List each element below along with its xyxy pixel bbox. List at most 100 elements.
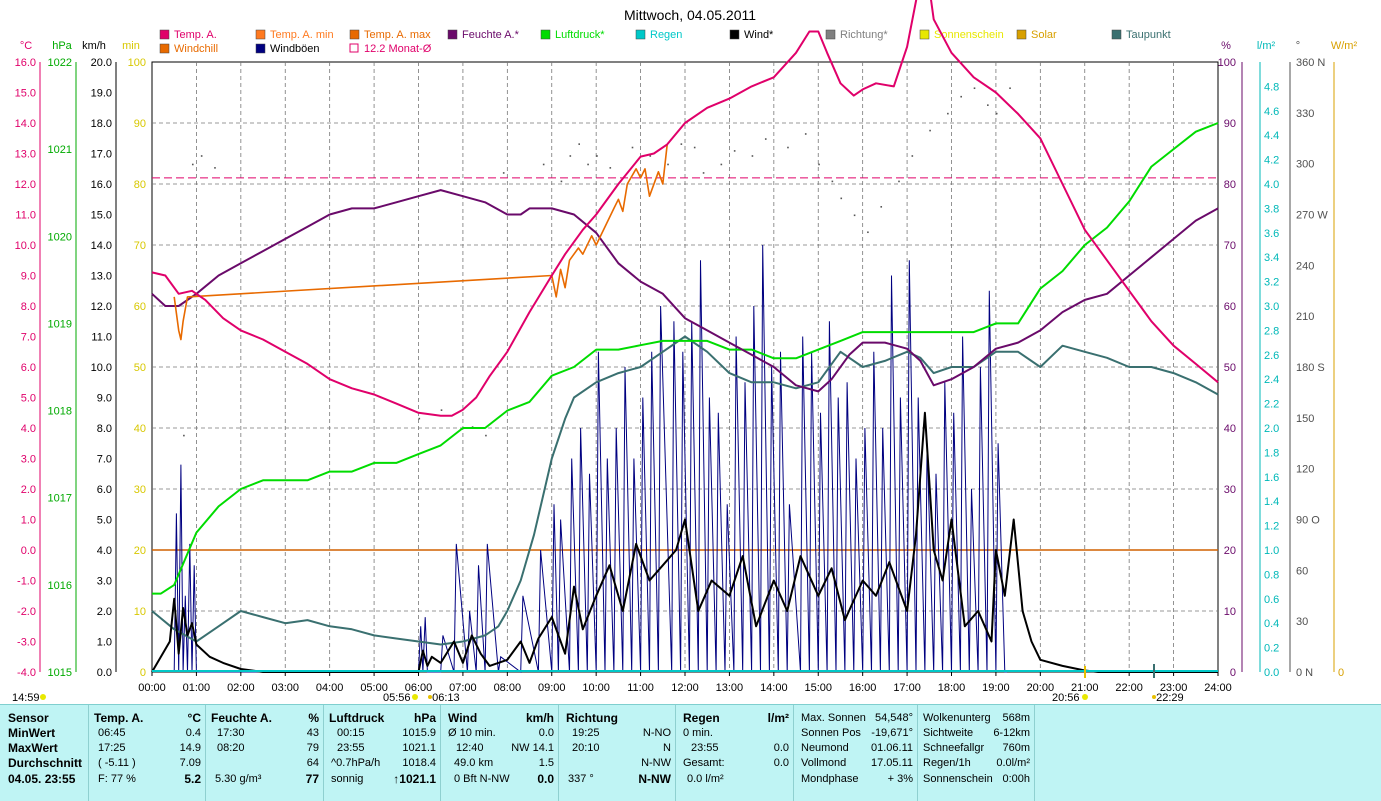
dir-current-extra: 337 ° [568,773,594,785]
grid [152,62,1218,672]
axis-unit: ° [1296,40,1300,52]
press-max-val: 1021.1 [402,742,436,754]
tick-label: 4.0 [21,423,36,435]
tick-label: 12.0 [91,301,112,313]
tick-label: 10.0 [15,240,36,252]
tick-label: 30 [1224,484,1236,496]
misc-value-1: 6-12km [993,727,1030,739]
legend-label: Temp. A. min [270,29,334,41]
dir-r1-val: N-NO [642,727,671,739]
direction-point [542,163,545,166]
temp-max-time: 17:25 [98,742,126,754]
tick-label: 3.0 [1264,301,1279,313]
moon-icon [1152,695,1156,699]
stats-col-rain: Regen l/m² 0 min. 23:55 0.0 Gesamt: 0.0 0.0… [675,705,794,801]
stats-col-astro: Max. Sonnen 54,548° Sonnen Pos -19,671° Ne… [793,705,918,801]
axis-units: °C hPa km/h min% l/m² ° W/m² [20,40,1358,52]
direction-point [418,417,421,420]
hum-max-time: 08:20 [217,742,245,754]
tick-label: 1.2 [1264,521,1279,533]
tick-label: 3.4 [1264,252,1279,264]
press-avg-val: 1018.4 [402,757,436,769]
tick-label: 1021 [48,144,72,156]
astro-label-4: Mondphase [801,773,859,785]
direction-point [693,146,696,149]
direction-point [680,143,683,145]
x-tick-label: 05:00 [360,682,388,694]
hum-current-val: 77 [305,772,319,786]
x-tick-label: 17:00 [893,682,921,694]
hum-max-val: 79 [306,742,319,754]
direction-point [818,163,820,166]
direction-point [733,150,736,152]
direction-point [609,167,612,169]
press-header: Luftdruck [329,711,385,725]
direction-point [987,104,989,106]
x-tick-label: 06:00 [405,682,433,694]
x-tick-label: 19:00 [982,682,1010,694]
direction-point [995,112,998,115]
direction-point [867,231,869,234]
maxwert-label: MaxWert [8,741,58,755]
tick-label: 90 [1224,118,1236,130]
wind-r1-val: 0.0 [538,727,554,739]
astro-value-4: + 3% [887,773,913,785]
tick-label: 0 N [1296,667,1313,679]
astro-value-2: 01.06.11 [870,742,913,754]
direction-point [596,155,598,157]
wind-current-val: 0.0 [537,772,554,786]
axis-unit: min [122,40,140,52]
legend-swatch [825,29,836,40]
tick-label: 11.0 [15,210,36,222]
x-tick-label: 20:00 [1027,682,1055,694]
tick-label: 5.0 [97,515,112,527]
legend-swatch [349,43,359,53]
tick-label: 19.0 [91,88,112,100]
tick-label: 1.0 [1264,545,1279,557]
wind-r1-label: Ø 10 min. [448,727,496,739]
legend-swatch [919,29,930,40]
tick-label: 8.0 [97,423,112,435]
legend: Temp. A. Temp. A. min Temp. A. max Feuchte … [159,29,1171,55]
legend-label: Sonnenschein [934,29,1004,41]
direction-point [764,138,767,140]
tick-label: 90 [134,118,146,130]
direction-point [911,155,914,157]
press-unit: hPa [413,711,436,725]
x-tick-label: 12:00 [671,682,699,694]
wind-r3-val: 1.5 [538,757,554,769]
x-tick-label: 04:00 [316,682,344,694]
misc-label-1: Sichtweite [923,727,974,739]
astro-value-3: 17.05.11 [870,757,913,769]
sensor-header: Sensor [8,711,49,725]
rain-r2-val: 0.0 [773,742,789,754]
temp-header: Temp. A. [94,711,144,725]
direction-point [560,180,563,183]
legend-swatch [255,43,266,54]
sun-icon [428,695,432,699]
tick-label: 0.0 [21,545,36,557]
tick-label: -1.0 [17,576,36,588]
legend-label: Windböen [270,43,320,55]
stats-col-wind: Wind km/h Ø 10 min. 0.0 12:40 NW 14.1 49.0 … [440,705,559,801]
direction-point [440,409,443,411]
tick-label: 16.0 [91,179,112,191]
x-tick-label: 14:00 [760,682,788,694]
tick-label: 0.4 [1264,618,1279,630]
series [151,0,1219,673]
stats-col-misc: Wolkenunterg 568m Sichtweite 6-12km Schnee… [917,705,1035,801]
rain-r1-label: 0 min. [683,727,713,739]
legend-label: Temp. A. max [364,29,431,41]
direction-point [214,167,216,169]
x-tick-label: 01:00 [183,682,211,694]
tick-label: 210 [1296,311,1314,323]
wind-header: Wind [448,711,478,725]
x-tick-label: 22:00 [1115,682,1143,694]
tick-label: 18.0 [91,118,112,130]
hum-current-extra: 5.30 g/m³ [215,773,262,785]
astro-label-0: Max. Sonnen [801,712,866,724]
tick-label: 50 [134,362,146,374]
direction-point [667,163,669,166]
astro-label-1: Sonnen Pos [801,727,861,739]
temp-current-extra: F: 77 % [98,773,136,785]
